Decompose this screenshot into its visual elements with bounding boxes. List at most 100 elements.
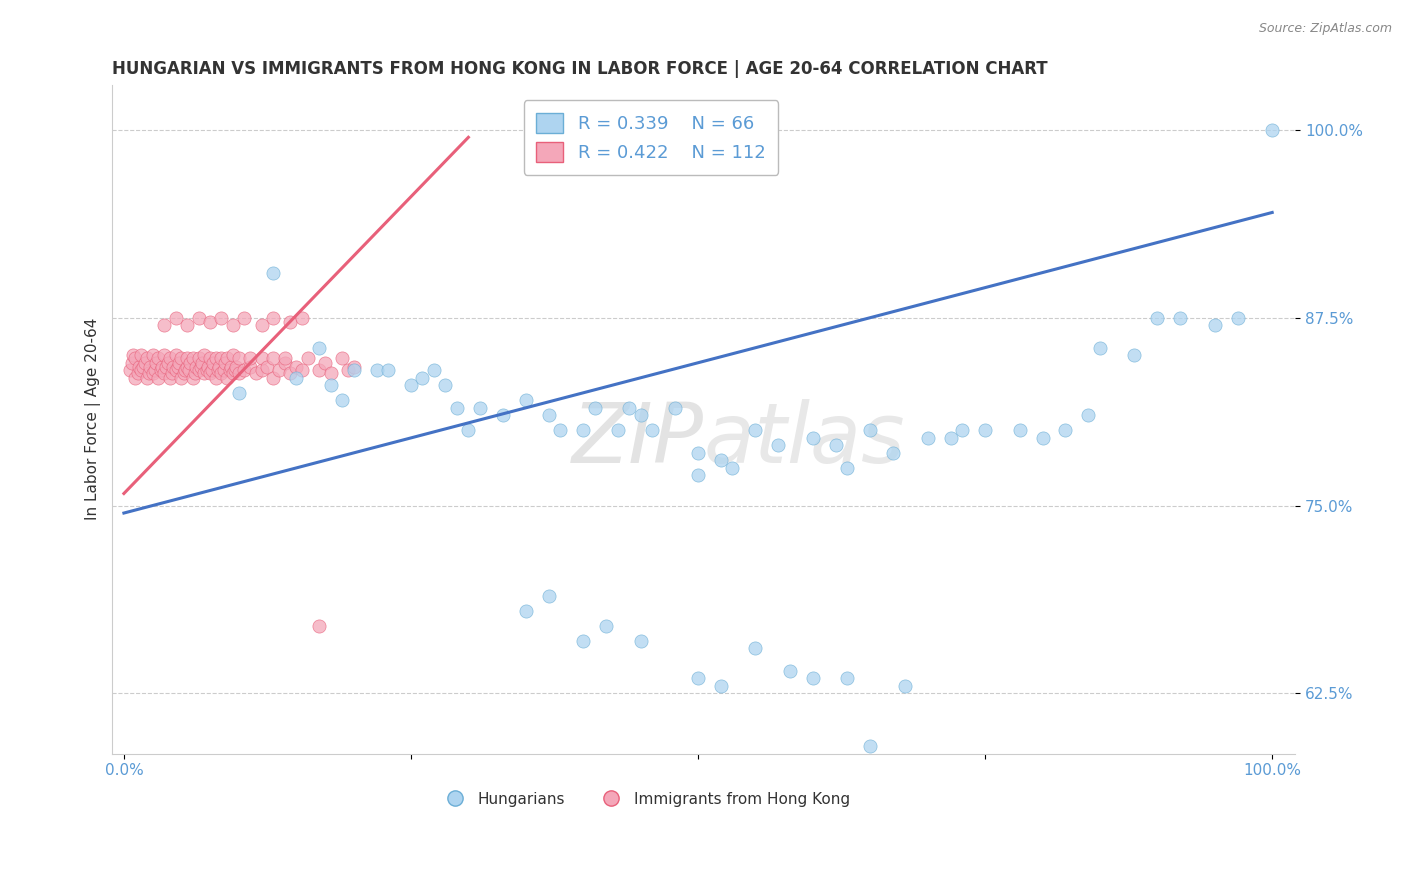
Point — [768, 438, 790, 452]
Point — [198, 351, 221, 366]
Point — [630, 409, 652, 423]
Point — [204, 371, 226, 385]
Point — [595, 619, 617, 633]
Point — [212, 363, 235, 377]
Point — [336, 363, 359, 377]
Point — [124, 351, 146, 366]
Point — [308, 341, 330, 355]
Point — [228, 351, 250, 366]
Point — [159, 371, 181, 385]
Point — [342, 363, 364, 377]
Point — [222, 366, 245, 380]
Point — [233, 310, 256, 325]
Point — [170, 371, 193, 385]
Point — [837, 672, 859, 686]
Point — [950, 423, 973, 437]
Text: atlas: atlas — [704, 399, 905, 480]
Point — [208, 360, 231, 375]
Point — [187, 351, 209, 366]
Point — [173, 363, 195, 377]
Point — [190, 360, 212, 375]
Point — [262, 351, 284, 366]
Point — [170, 351, 193, 366]
Point — [1088, 341, 1111, 355]
Point — [837, 461, 859, 475]
Point — [176, 318, 198, 333]
Point — [859, 739, 882, 753]
Point — [181, 351, 204, 366]
Point — [156, 356, 179, 370]
Point — [572, 423, 595, 437]
Point — [280, 366, 302, 380]
Point — [572, 633, 595, 648]
Point — [135, 371, 157, 385]
Point — [124, 371, 146, 385]
Point — [197, 360, 219, 375]
Point — [224, 363, 246, 377]
Point — [211, 351, 233, 366]
Point — [239, 360, 262, 375]
Point — [233, 363, 256, 377]
Point — [267, 363, 290, 377]
Point — [132, 360, 155, 375]
Point — [250, 318, 273, 333]
Point — [744, 641, 766, 656]
Point — [308, 619, 330, 633]
Point — [285, 360, 308, 375]
Point — [256, 360, 278, 375]
Point — [153, 348, 176, 362]
Point — [145, 356, 167, 370]
Point — [721, 461, 744, 475]
Point — [1077, 409, 1099, 423]
Point — [308, 363, 330, 377]
Point — [211, 366, 233, 380]
Point — [434, 378, 457, 392]
Point — [162, 360, 184, 375]
Point — [801, 431, 824, 445]
Point — [664, 401, 686, 415]
Point — [446, 401, 468, 415]
Point — [167, 360, 190, 375]
Point — [176, 351, 198, 366]
Point — [974, 423, 997, 437]
Point — [148, 351, 170, 366]
Point — [204, 351, 226, 366]
Point — [1123, 348, 1146, 362]
Point — [366, 363, 388, 377]
Point — [617, 401, 640, 415]
Point — [211, 310, 233, 325]
Legend: Hungarians, Immigrants from Hong Kong: Hungarians, Immigrants from Hong Kong — [433, 786, 856, 813]
Point — [457, 423, 479, 437]
Point — [291, 310, 314, 325]
Point — [377, 363, 399, 377]
Point — [173, 366, 195, 380]
Point — [859, 423, 882, 437]
Point — [176, 360, 198, 375]
Point — [198, 366, 221, 380]
Point — [583, 401, 606, 415]
Point — [468, 401, 491, 415]
Point — [218, 363, 240, 377]
Point — [167, 356, 190, 370]
Point — [186, 360, 208, 375]
Point — [939, 431, 962, 445]
Point — [297, 351, 319, 366]
Point — [149, 363, 172, 377]
Point — [686, 672, 709, 686]
Point — [1226, 310, 1249, 325]
Point — [801, 672, 824, 686]
Point — [228, 385, 250, 400]
Point — [262, 371, 284, 385]
Point — [225, 360, 247, 375]
Point — [165, 348, 187, 362]
Point — [917, 431, 939, 445]
Point — [179, 356, 201, 370]
Point — [280, 315, 302, 329]
Point — [128, 360, 150, 375]
Point — [202, 356, 225, 370]
Point — [319, 366, 342, 380]
Point — [153, 318, 176, 333]
Point — [155, 360, 177, 375]
Point — [262, 266, 284, 280]
Point — [686, 468, 709, 483]
